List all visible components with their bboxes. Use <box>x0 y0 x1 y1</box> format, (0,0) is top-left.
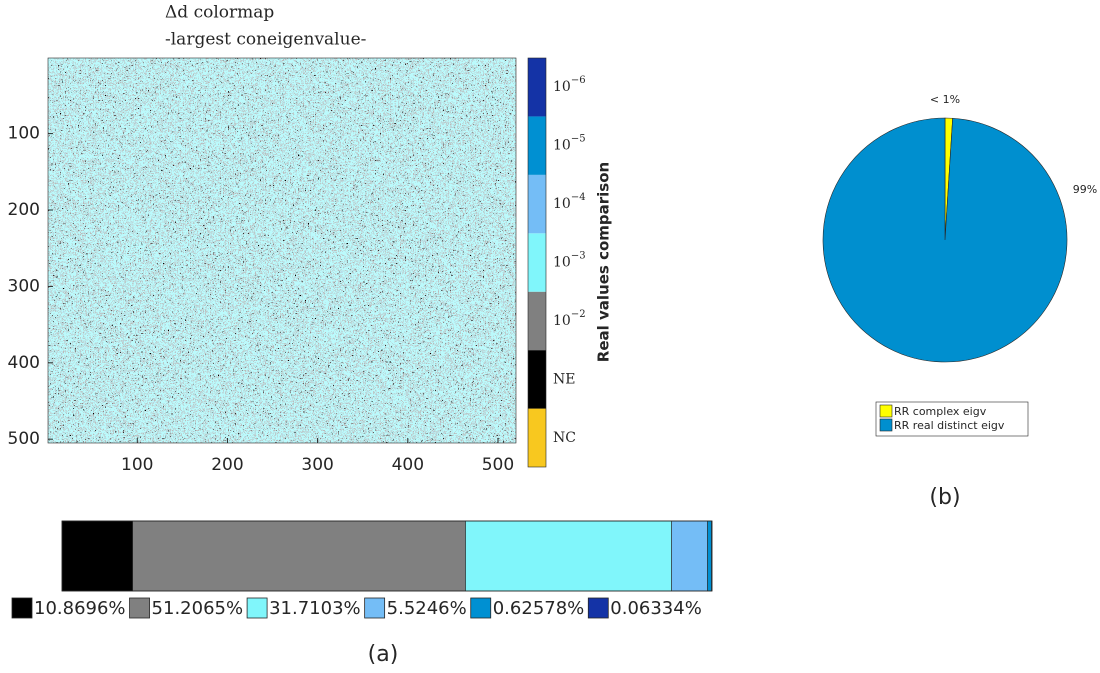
colorbar-label: 10−4 <box>553 192 586 213</box>
colorbar-label-exp: −4 <box>571 192 586 203</box>
colorbar-swatch <box>528 350 546 409</box>
y-tick-label: 200 <box>8 200 40 220</box>
caption: (b) <box>929 485 960 510</box>
colorbar-label: 10−2 <box>553 308 586 329</box>
x-tick-label: 500 <box>482 455 514 475</box>
y-tick-label: 100 <box>8 124 40 144</box>
legend-label: 0.06334% <box>610 598 702 619</box>
colorbar-label: NE <box>553 371 575 387</box>
legend-label: RR complex eigv <box>894 405 987 418</box>
chart-title: Δd colormap <box>165 3 274 23</box>
colorbar-label: 10−5 <box>553 133 586 154</box>
bar-segment <box>671 520 708 592</box>
legend-label: 31.7103% <box>269 598 361 619</box>
colorbar-title: Real values comparison <box>595 162 613 362</box>
bar-segment <box>707 520 712 592</box>
colorbar-swatch <box>528 291 546 351</box>
legend-label: 5.5246% <box>387 598 467 619</box>
plot-frame <box>47 57 517 444</box>
heatmap-image <box>48 58 516 443</box>
legend-swatch <box>129 597 150 619</box>
colorbar-label: NC <box>553 430 576 446</box>
colorbar-label-exp: −6 <box>571 75 586 86</box>
legend-label: 51.2065% <box>152 598 244 619</box>
colorbar-label-base: 10 <box>553 79 571 95</box>
x-tick-label: 300 <box>301 455 333 475</box>
bar-frame <box>61 520 713 592</box>
colorbar-label-base: 10 <box>553 196 571 212</box>
x-tick-label: 200 <box>211 455 243 475</box>
legend-swatch <box>587 597 609 619</box>
colorbar-swatch <box>528 233 546 292</box>
x-tick-label: 100 <box>121 455 153 475</box>
y-tick-label: 500 <box>8 429 40 449</box>
slice-label: < 1% <box>930 93 960 106</box>
legend-swatch <box>879 404 893 418</box>
legend-swatch <box>364 597 386 619</box>
colorbar-label-exp: −2 <box>571 308 586 319</box>
slice-label: 99% <box>1073 183 1097 196</box>
colorbar-swatch <box>528 116 546 175</box>
legend-swatch <box>11 597 33 619</box>
bar-segment <box>465 520 672 592</box>
x-tick-label: 400 <box>392 455 424 475</box>
legend-label: 10.8696% <box>34 598 126 619</box>
heatmap-panel: Δd colormap -largest coneigenvalue- 100 200… <box>8 3 613 476</box>
colorbar-label-base: 10 <box>553 313 571 329</box>
colorbar-swatch <box>528 174 546 234</box>
colorbar-label-exp: −3 <box>571 250 586 261</box>
legend-label: 0.62578% <box>493 598 585 619</box>
bar-segment <box>61 520 133 592</box>
chart-title: -largest coneigenvalue- <box>165 30 366 50</box>
legend-swatch <box>879 418 893 432</box>
caption: (a) <box>368 642 399 667</box>
y-tick-label: 400 <box>8 353 40 373</box>
stacked-bar-panel: 10.8696% 51.2065% 31.7103% 5.5246% 0.62578% 0… <box>11 520 713 667</box>
colorbar-label-exp: −5 <box>571 133 586 144</box>
colorbar-label: 10−3 <box>553 250 586 271</box>
colorbar-label: 10−6 <box>553 75 586 96</box>
y-tick-label: 300 <box>8 276 40 296</box>
colorbar-swatch <box>528 58 546 117</box>
bar-segment <box>132 520 466 592</box>
colorbar-frame <box>527 57 547 468</box>
legend-swatch <box>470 597 492 619</box>
legend-box <box>875 401 1029 437</box>
colorbar-swatch <box>528 408 546 467</box>
legend-swatch <box>246 597 268 619</box>
colorbar-label-base: 10 <box>553 255 571 271</box>
pie-slice <box>822 117 1068 363</box>
colorbar-label-base: 10 <box>553 138 571 154</box>
legend-label: RR real distinct eigv <box>894 419 1005 432</box>
